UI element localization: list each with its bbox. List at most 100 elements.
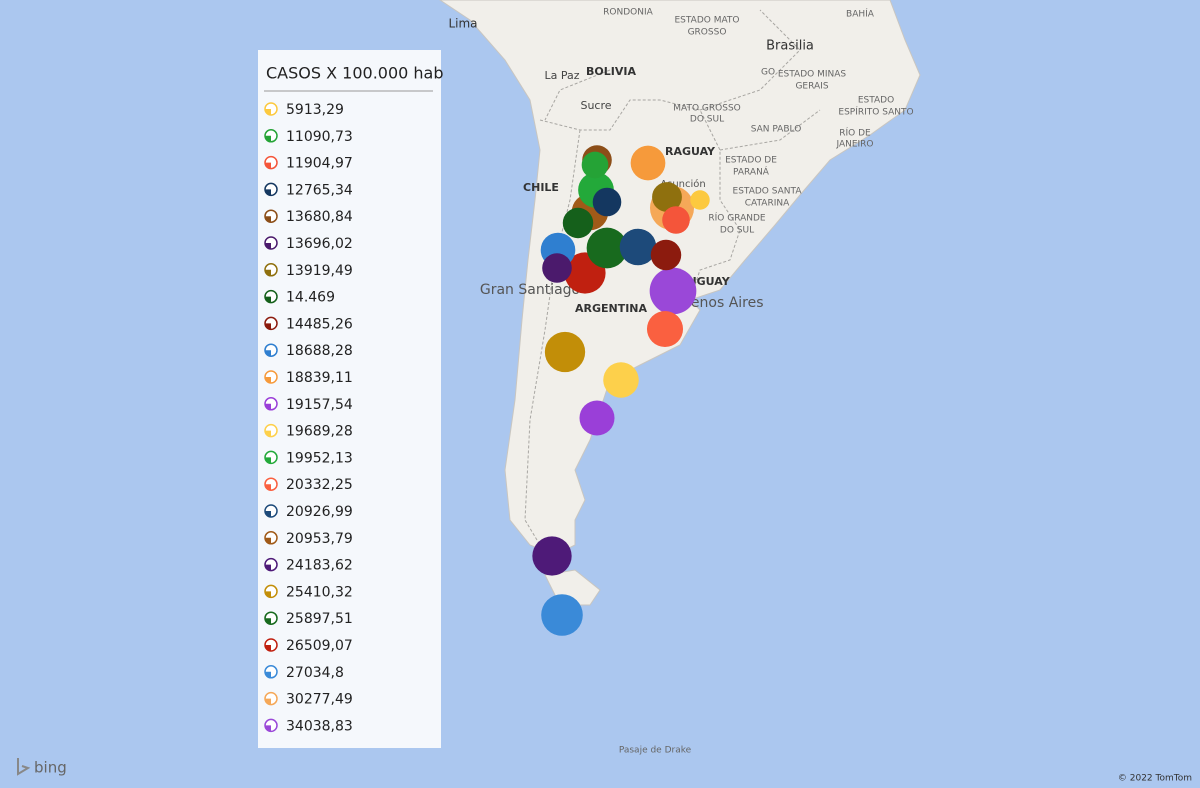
place-label: La Paz — [544, 69, 579, 82]
legend-label: 12765,34 — [286, 182, 353, 198]
place-label: MATO GROSSO — [673, 104, 741, 114]
legend-icon-wedge — [265, 162, 271, 169]
case-bubble — [646, 310, 684, 348]
place-label: ESTADO — [858, 96, 894, 106]
place-label: SAN PABLO — [751, 125, 802, 135]
legend-label: 25897,51 — [286, 611, 353, 627]
legend-icon-wedge — [265, 243, 271, 249]
legend-label: 14.469 — [286, 290, 335, 306]
legend-label: 30277,49 — [286, 692, 353, 708]
legend-panel — [258, 50, 441, 748]
legend-icon-wedge — [265, 698, 271, 705]
legend-label: 19157,54 — [286, 397, 353, 413]
legend-icon-wedge — [265, 403, 271, 410]
bing-icon — [17, 758, 31, 776]
case-bubble — [662, 206, 690, 234]
case-bubble — [586, 227, 628, 269]
legend-label: 14485,26 — [286, 316, 353, 332]
legend-icon-wedge — [265, 484, 271, 491]
case-bubble — [649, 267, 697, 315]
legend-label: 20926,99 — [286, 504, 353, 520]
place-label: ARGENTINA — [575, 302, 648, 315]
place-label: CHILE — [523, 181, 559, 194]
legend-icon-wedge — [265, 350, 271, 357]
place-label: CATARINA — [745, 199, 790, 209]
legend-label: 20953,79 — [286, 531, 353, 547]
place-label: RAGUAY — [665, 145, 716, 158]
place-label: BOLIVIA — [586, 65, 636, 78]
place-label: Buenos Aires — [672, 295, 763, 311]
bing-logo: bing — [34, 759, 67, 777]
place-label: ESTADO SANTA — [733, 187, 803, 197]
place-label: Brasilia — [766, 39, 814, 54]
legend-label: 19689,28 — [286, 424, 353, 440]
legend-icon-wedge — [265, 135, 271, 142]
legend-icon-wedge — [265, 511, 271, 517]
place-label: RONDONIA — [603, 8, 653, 18]
legend-title: CASOS X 100.000 hab — [266, 64, 444, 83]
legend-label: 19952,13 — [286, 450, 353, 466]
place-label: GROSSO — [688, 28, 727, 38]
legend-icon-wedge — [265, 618, 271, 625]
legend-label: 18839,11 — [286, 370, 353, 386]
place-label: DO SUL — [690, 115, 724, 125]
place-label: ESTADO MINAS — [778, 70, 847, 80]
legend-icon-wedge — [265, 591, 271, 598]
case-bubble — [652, 182, 682, 212]
case-bubble — [619, 228, 657, 266]
place-label: DO SUL — [720, 226, 754, 236]
legend-icon-wedge — [265, 323, 271, 330]
legend-icon-wedge — [265, 564, 271, 571]
place-label: RÍO DE — [839, 127, 871, 139]
legend-label: 27034,8 — [286, 665, 344, 681]
case-bubble — [541, 594, 583, 636]
legend-label: 13919,49 — [286, 263, 353, 279]
case-bubble — [581, 151, 609, 179]
legend-icon-wedge — [265, 537, 271, 544]
place-label: PARANÁ — [733, 166, 770, 178]
legend-label: 24183,62 — [286, 558, 353, 574]
legend-icon-wedge — [265, 377, 271, 383]
legend-icon-wedge — [265, 671, 271, 678]
case-bubble — [579, 400, 615, 436]
place-label: BAHÍA — [846, 8, 875, 20]
place-label: GO — [761, 68, 775, 78]
legend-label: 26509,07 — [286, 638, 353, 654]
copyright: © 2022 TomTom — [1118, 774, 1192, 784]
legend-label: 20332,25 — [286, 477, 353, 493]
legend-icon-wedge — [265, 645, 271, 651]
place-label: Lima — [448, 17, 477, 31]
case-bubble — [603, 362, 639, 398]
place-label: Gran Santiago — [480, 282, 580, 298]
place-label: GERAIS — [795, 82, 828, 92]
legend-label: 13696,02 — [286, 236, 353, 252]
case-bubble — [690, 190, 710, 210]
case-bubble — [630, 145, 666, 181]
place-label: ESPÍRITO SANTO — [838, 106, 913, 118]
case-bubble — [544, 331, 586, 373]
legend-label: 34038,83 — [286, 718, 353, 734]
case-bubble — [650, 239, 682, 271]
legend-label: 18688,28 — [286, 343, 353, 359]
legend-label: 25410,32 — [286, 584, 353, 600]
place-label: Sucre — [580, 99, 611, 112]
case-bubble — [592, 187, 622, 217]
case-bubble — [542, 253, 572, 283]
case-bubble — [562, 207, 594, 239]
case-bubble — [532, 536, 572, 576]
legend-icon-wedge — [265, 189, 271, 196]
place-label: RÍO GRANDE — [708, 212, 766, 224]
legend-label: 11090,73 — [286, 129, 353, 145]
legend-icon-wedge — [265, 109, 271, 115]
legend-icon-wedge — [265, 457, 271, 464]
legend-label: 5913,29 — [286, 102, 344, 118]
legend-icon-wedge — [265, 296, 271, 303]
legend-icon-wedge — [265, 725, 271, 732]
place-label: JANEIRO — [835, 140, 873, 150]
borders — [524, 9, 821, 546]
legend-icon-wedge — [265, 269, 271, 276]
legend-label: 13680,84 — [286, 209, 353, 225]
legend-icon-wedge — [265, 430, 271, 437]
legend-icon-wedge — [265, 216, 271, 223]
